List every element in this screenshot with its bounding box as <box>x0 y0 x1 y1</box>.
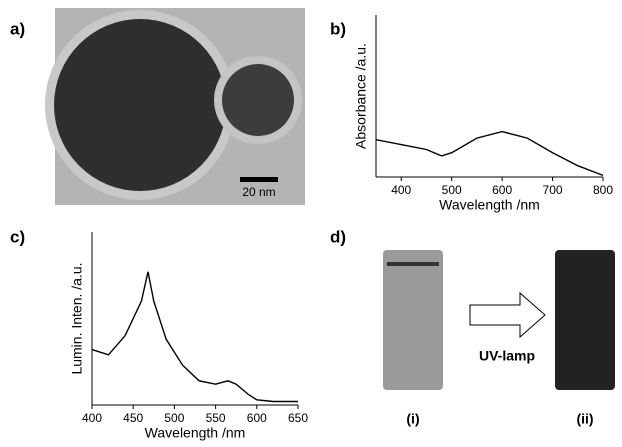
panel-label: c) <box>10 227 25 246</box>
arrow <box>470 293 545 337</box>
scale-bar <box>240 177 278 182</box>
y-axis-label: Lumin. Inten. /a.u. <box>69 262 85 374</box>
figure: 20 nm UV-lamp (i) (ii) a) b) c) d) 400 50… <box>0 0 622 447</box>
panel-label: b) <box>330 19 346 38</box>
meniscus <box>387 262 439 266</box>
x-tick-label: 550 <box>206 411 226 425</box>
x-tick-label: 500 <box>164 411 184 425</box>
line <box>92 272 298 402</box>
x-tick-label: 400 <box>82 411 102 425</box>
vial-label: (i) <box>406 411 419 427</box>
panel-label: a) <box>10 19 25 38</box>
x-tick-label: 600 <box>247 411 267 425</box>
x-tick-label: 800 <box>593 183 613 197</box>
arrow-label: UV-lamp <box>479 348 535 364</box>
x-tick-label: 650 <box>288 411 308 425</box>
panel-label: d) <box>330 227 346 246</box>
x-tick-label: 450 <box>123 411 143 425</box>
particle <box>222 64 294 136</box>
x-tick-label: 600 <box>492 183 512 197</box>
particle <box>54 19 226 191</box>
vial <box>383 250 443 390</box>
x-tick-label: 700 <box>543 183 563 197</box>
vial-label: (ii) <box>576 411 593 427</box>
y-axis-label: Absorbance /a.u. <box>353 43 369 149</box>
x-axis-label: Wavelength /nm <box>145 425 246 441</box>
line <box>376 132 603 176</box>
x-axis-label: Wavelength /nm <box>439 197 540 213</box>
x-tick-label: 500 <box>442 183 462 197</box>
scale-bar-label: 20 nm <box>242 185 275 199</box>
x-tick-label: 400 <box>391 183 411 197</box>
vial <box>555 250 615 390</box>
